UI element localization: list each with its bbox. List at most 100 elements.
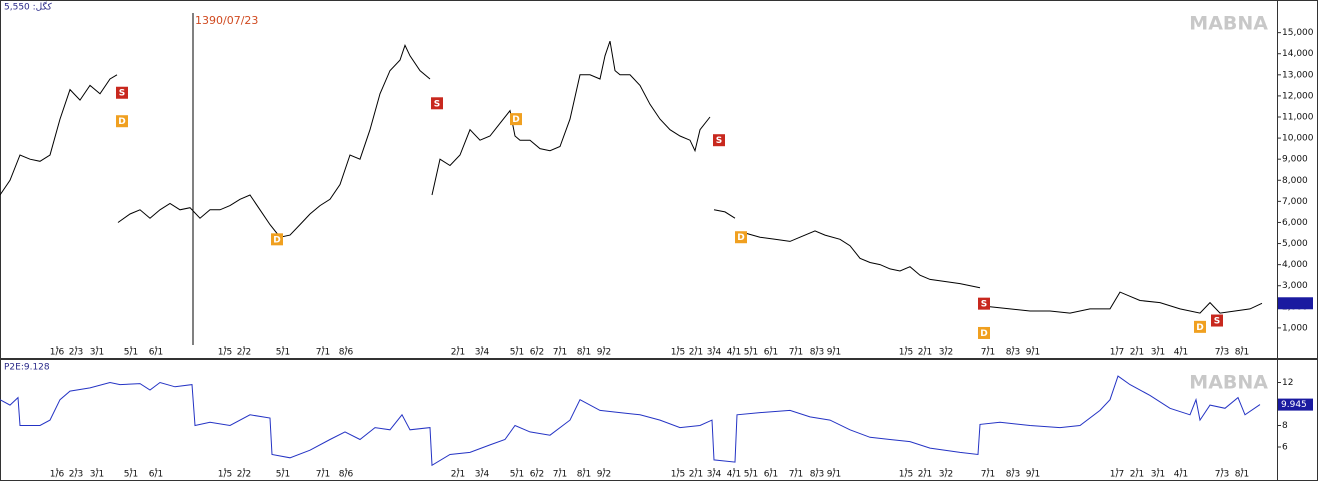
signal-label: S	[716, 136, 722, 146]
date-marker-label: 1390/07/23	[195, 14, 258, 27]
x-tick-label: 2/1	[689, 348, 703, 358]
signal-marker	[735, 231, 747, 244]
y-tick-label: 12	[1282, 378, 1293, 388]
x-tick-label: 4/1	[1174, 348, 1188, 358]
signal-label: S	[434, 99, 440, 109]
x-tick-label: 5/1	[124, 348, 138, 358]
x-tick-label: 2/1	[1130, 348, 1144, 358]
y-tick-label: 15,000	[1282, 28, 1314, 38]
x-tick-label: 2/1	[451, 348, 465, 358]
x-tick-label: 3/4	[475, 348, 490, 358]
x-tick-label: 3/2	[939, 470, 953, 480]
x-tick-label: 2/1	[1130, 470, 1144, 480]
x-tick-label: 2/1	[689, 470, 703, 480]
y-tick-label: 3,000	[1282, 281, 1308, 291]
x-tick-label: 1/5	[899, 470, 913, 480]
last-value-box	[1278, 398, 1313, 411]
x-tick-label: 7/1	[981, 470, 995, 480]
signal-label: S	[1214, 317, 1220, 327]
y-tick-label: 4,000	[1282, 260, 1308, 270]
x-tick-label: 4/1	[727, 470, 741, 480]
y-tick-label: 10,000	[1282, 134, 1314, 144]
x-tick-label: 1/5	[218, 348, 232, 358]
signal-marker	[431, 97, 443, 110]
x-tick-label: 8/1	[1235, 348, 1249, 358]
x-tick-label: 7/1	[789, 470, 803, 480]
y-tick-label: 6,000	[1282, 218, 1308, 228]
last-value-box	[1278, 297, 1313, 310]
x-tick-label: 6/2	[530, 348, 544, 358]
series-line	[0, 40, 1263, 314]
x-tick-label: 6/1	[149, 470, 163, 480]
x-tick-label: 9/2	[597, 470, 611, 480]
top-panel-frame	[0, 0, 1318, 359]
x-tick-label: 8/3	[1006, 470, 1020, 480]
x-tick-label: 7/3	[1215, 348, 1229, 358]
signal-marker	[1194, 320, 1206, 333]
signal-label: D	[273, 235, 280, 245]
watermark: MABNA	[1189, 372, 1268, 394]
x-tick-label: 2/2	[237, 470, 251, 480]
x-tick-label: 8/1	[577, 470, 591, 480]
y-tick-label: 12,000	[1282, 91, 1314, 101]
x-tick-label: 1/6	[50, 348, 65, 358]
x-tick-label: 2/1	[918, 470, 932, 480]
x-tick-label: 5/1	[744, 348, 758, 358]
x-tick-label: 8/6	[339, 470, 354, 480]
y-tick-label: 8,000	[1282, 176, 1308, 186]
x-tick-label: 3/1	[1151, 348, 1165, 358]
x-tick-label: 7/1	[553, 348, 567, 358]
x-tick-label: 2/3	[69, 470, 83, 480]
x-tick-label: 3/2	[939, 348, 953, 358]
y-tick-label: 9,000	[1282, 155, 1308, 165]
signal-marker	[1211, 314, 1223, 327]
x-tick-label: 5/1	[510, 348, 524, 358]
x-tick-label: 5/1	[276, 348, 290, 358]
signal-marker	[713, 134, 725, 147]
x-tick-label: 7/1	[981, 348, 995, 358]
x-tick-label: 6/1	[764, 470, 778, 480]
x-tick-label: 3/4	[707, 470, 722, 480]
signal-marker	[271, 233, 283, 246]
x-tick-label: 3/1	[90, 348, 104, 358]
y-tick-label: 6	[1282, 443, 1288, 453]
x-tick-label: 7/1	[316, 470, 330, 480]
y-tick-label: 13,000	[1282, 70, 1314, 80]
signal-marker	[116, 115, 128, 128]
x-tick-label: 8/1	[577, 348, 591, 358]
y-tick-label: 1,000	[1282, 323, 1308, 333]
signal-label: D	[737, 233, 744, 243]
y-tick-label: 11,000	[1282, 113, 1314, 123]
x-tick-label: 6/1	[764, 348, 778, 358]
y-tick-label: 14,000	[1282, 49, 1314, 59]
x-tick-label: 2/3	[69, 348, 83, 358]
x-tick-label: 2/1	[451, 470, 465, 480]
x-tick-label: 7/1	[789, 348, 803, 358]
x-tick-label: 1/5	[218, 470, 232, 480]
x-tick-label: 9/1	[827, 470, 841, 480]
x-tick-label: 3/1	[90, 470, 104, 480]
x-tick-label: 3/4	[475, 470, 490, 480]
x-tick-label: 5/1	[124, 470, 138, 480]
x-tick-label: 2/2	[237, 348, 251, 358]
x-tick-label: 4/1	[727, 348, 741, 358]
x-tick-label: 2/1	[918, 348, 932, 358]
x-tick-label: 7/3	[1215, 470, 1229, 480]
x-tick-label: 1/5	[671, 470, 685, 480]
x-tick-label: 3/4	[707, 348, 722, 358]
x-tick-label: 8/3	[1006, 348, 1020, 358]
series-line	[0, 375, 1261, 467]
signal-label: S	[981, 300, 987, 310]
watermark: MABNA	[1189, 13, 1268, 35]
y-tick-label: 5,000	[1282, 239, 1308, 249]
x-tick-label: 8/3	[810, 470, 824, 480]
y-tick-label: 8	[1282, 421, 1288, 431]
signal-marker	[978, 297, 990, 310]
signal-label: D	[1196, 323, 1203, 333]
x-tick-label: 9/1	[1026, 470, 1040, 480]
x-tick-label: 1/7	[1110, 470, 1124, 480]
x-tick-label: 1/7	[1110, 348, 1124, 358]
x-tick-label: 1/5	[671, 348, 685, 358]
x-tick-label: 9/1	[1026, 348, 1040, 358]
